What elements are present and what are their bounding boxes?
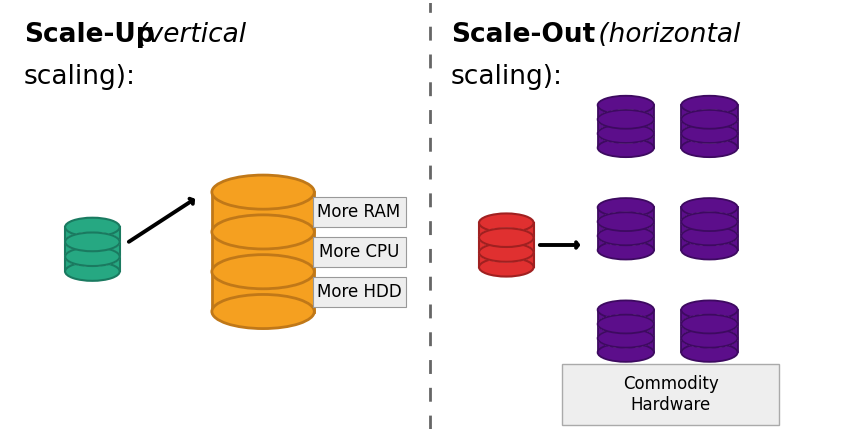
Ellipse shape [681,124,738,143]
Ellipse shape [479,228,533,247]
Text: (horizontal: (horizontal [590,22,740,48]
Polygon shape [681,310,738,353]
Ellipse shape [681,329,738,348]
Ellipse shape [479,243,533,262]
Ellipse shape [598,329,654,348]
Polygon shape [681,207,738,250]
FancyBboxPatch shape [313,237,405,267]
FancyBboxPatch shape [313,277,405,307]
Ellipse shape [598,329,654,348]
Ellipse shape [65,218,119,236]
Ellipse shape [598,343,654,362]
Ellipse shape [681,110,738,129]
Text: More RAM: More RAM [318,203,400,221]
Text: scaling):: scaling): [24,64,136,90]
Ellipse shape [212,215,314,249]
Ellipse shape [598,96,654,114]
Ellipse shape [598,110,654,129]
FancyBboxPatch shape [562,364,779,425]
FancyBboxPatch shape [313,197,405,227]
Polygon shape [598,105,654,148]
Ellipse shape [681,212,738,231]
Ellipse shape [598,226,654,245]
Ellipse shape [598,212,654,231]
Ellipse shape [598,314,654,334]
Ellipse shape [681,226,738,245]
Ellipse shape [479,243,533,262]
Text: Scale-Out: Scale-Out [451,22,595,48]
Ellipse shape [479,213,533,232]
Ellipse shape [681,314,738,334]
Text: Scale-Up: Scale-Up [24,22,155,48]
Ellipse shape [479,228,533,247]
Polygon shape [598,310,654,353]
Ellipse shape [598,124,654,143]
Ellipse shape [681,329,738,348]
Ellipse shape [212,295,314,329]
Polygon shape [681,105,738,148]
Text: scaling):: scaling): [451,64,563,90]
Ellipse shape [65,262,119,281]
Ellipse shape [681,314,738,334]
Ellipse shape [681,300,738,319]
Ellipse shape [598,300,654,319]
Text: Commodity
Hardware: Commodity Hardware [623,375,718,414]
Ellipse shape [681,198,738,217]
Ellipse shape [65,247,119,266]
Ellipse shape [681,124,738,143]
Ellipse shape [598,198,654,217]
Ellipse shape [681,212,738,231]
Polygon shape [65,227,119,271]
Ellipse shape [681,343,738,362]
Polygon shape [212,192,314,311]
Ellipse shape [212,215,314,249]
Text: (vertical: (vertical [129,22,247,48]
Ellipse shape [598,138,654,157]
Ellipse shape [598,241,654,260]
Ellipse shape [65,247,119,266]
Polygon shape [479,223,533,267]
Ellipse shape [681,110,738,129]
Text: More CPU: More CPU [319,243,399,261]
Ellipse shape [65,232,119,251]
Ellipse shape [598,110,654,129]
Ellipse shape [681,138,738,157]
Ellipse shape [598,226,654,245]
Ellipse shape [212,175,314,209]
Ellipse shape [681,96,738,114]
Ellipse shape [681,226,738,245]
Ellipse shape [212,255,314,289]
Ellipse shape [598,314,654,334]
Ellipse shape [65,232,119,251]
Ellipse shape [681,241,738,260]
Ellipse shape [212,255,314,289]
Polygon shape [598,207,654,250]
Ellipse shape [598,212,654,231]
Ellipse shape [479,258,533,276]
Ellipse shape [598,124,654,143]
Text: More HDD: More HDD [317,283,401,301]
